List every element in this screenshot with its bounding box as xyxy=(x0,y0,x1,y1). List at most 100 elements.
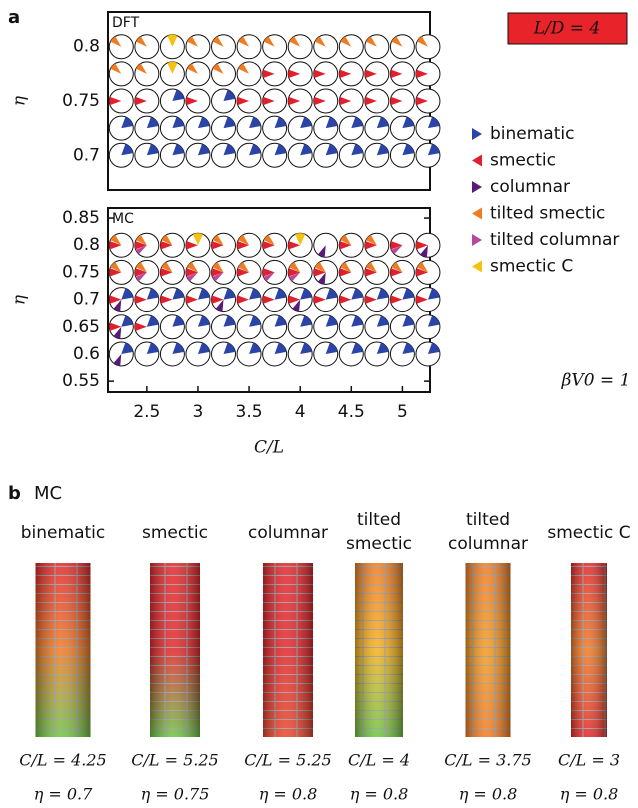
phase-wedge xyxy=(238,36,250,47)
phase-wedge xyxy=(211,241,224,250)
phase-wedge xyxy=(238,262,250,273)
phase-wedge xyxy=(288,241,301,250)
phase-wedge xyxy=(274,342,287,354)
badge: L/D = 4 xyxy=(533,19,601,39)
phase-wedge xyxy=(249,342,261,354)
legend-marker xyxy=(472,234,482,246)
phase-wedge xyxy=(135,272,147,282)
phase-wedge xyxy=(109,241,122,250)
phase-wedge xyxy=(288,96,301,106)
phase-wedge xyxy=(185,241,198,250)
phase-wedge xyxy=(364,241,377,250)
phase-wedge xyxy=(417,262,428,273)
phase-wedge xyxy=(365,262,377,273)
phase-wedge xyxy=(417,36,428,47)
y-tick-label: 0.7 xyxy=(73,290,100,310)
y-tick-label: 0.65 xyxy=(62,317,100,337)
phase-wedge xyxy=(185,96,198,106)
panel-label: b xyxy=(8,483,21,504)
legend-label: tilted columnar xyxy=(490,230,619,250)
legend-label: smectic xyxy=(490,151,556,171)
phase-wedge xyxy=(211,295,224,304)
phase-wedge xyxy=(427,116,440,129)
phase-wedge xyxy=(237,268,250,277)
badge-box xyxy=(507,12,628,45)
phase-wedge xyxy=(274,315,287,327)
phase-wedge xyxy=(211,268,224,277)
legend-marker xyxy=(472,181,482,193)
phase-wedge xyxy=(288,295,301,304)
phase-wedge xyxy=(313,268,326,277)
x-tick-label: 5 xyxy=(397,402,408,422)
cylinder-shade xyxy=(35,563,91,737)
ratio-label: C/L = 3.75 xyxy=(444,751,531,770)
phase-wedge xyxy=(237,295,250,304)
phase-wedge xyxy=(351,116,364,129)
phase-wedge xyxy=(364,69,377,78)
ratio-label: C/L = 3 xyxy=(558,751,620,770)
phase-wedge xyxy=(351,288,364,300)
phase-wedge xyxy=(427,315,440,327)
y-tick-label: 0.7 xyxy=(73,145,100,165)
phase-wedge xyxy=(339,268,352,277)
phase-wedge xyxy=(113,299,122,312)
phase-wedge xyxy=(390,268,403,277)
x-tick-label: 4.5 xyxy=(338,402,365,422)
phase-wedge xyxy=(295,233,306,246)
phase-wedge xyxy=(134,96,147,106)
phase-wedge xyxy=(135,245,147,255)
eta-label: η = 0.8 xyxy=(259,785,318,804)
legend-marker xyxy=(472,154,482,167)
phase-wedge xyxy=(420,245,428,258)
x-tick-label: 4 xyxy=(295,402,306,422)
x-tick-label: 3.5 xyxy=(236,402,263,422)
phase-wedge xyxy=(314,262,326,273)
phase-wedge xyxy=(161,262,173,273)
phase-title: smectic xyxy=(142,523,208,543)
phase-wedge xyxy=(135,63,147,74)
phase-wedge xyxy=(172,315,185,327)
phase-wedge xyxy=(263,234,275,246)
ratio-label: C/L = 4 xyxy=(348,751,410,770)
x-tick-label: 2.5 xyxy=(133,402,160,422)
phase-wedge xyxy=(313,96,326,106)
phase-wedge xyxy=(300,116,312,129)
y-axis-label: η xyxy=(10,95,30,106)
phase-wedge xyxy=(134,322,147,331)
cylinder-shade xyxy=(150,563,200,737)
phase-wedge xyxy=(390,241,403,250)
phase-wedge xyxy=(134,241,147,250)
phase-wedge xyxy=(376,116,389,129)
phase-wedge xyxy=(351,315,364,327)
cylinder-shade xyxy=(263,563,313,737)
legend-marker xyxy=(472,260,482,273)
phase-wedge xyxy=(376,143,389,156)
phase-wedge xyxy=(314,36,326,47)
legend-label: columnar xyxy=(490,177,570,197)
phase-wedge xyxy=(351,143,364,156)
phase-wedge xyxy=(288,268,301,277)
phase-wedge xyxy=(288,69,301,78)
ratio-label: C/L = 5.25 xyxy=(131,751,218,770)
phase-title: smectic C xyxy=(547,523,630,543)
phase-wedge xyxy=(325,342,338,354)
phase-wedge xyxy=(109,96,122,106)
phase-wedge xyxy=(197,315,210,327)
ratio-label: C/L = 5.25 xyxy=(244,751,331,770)
phase-wedge xyxy=(263,36,275,47)
phase-wedge xyxy=(364,96,377,106)
phase-wedge xyxy=(223,342,236,354)
legend-label: binematic xyxy=(490,124,574,144)
phase-wedge xyxy=(402,315,415,327)
phase-wedge xyxy=(167,61,178,74)
phase-wedge xyxy=(390,96,403,106)
phase-wedge xyxy=(212,234,224,246)
phase-title: binematic xyxy=(21,523,105,543)
phase-wedge xyxy=(415,69,428,78)
eta-label: η = 0.7 xyxy=(34,785,93,804)
phase-wedge xyxy=(262,69,275,78)
phase-wedge xyxy=(167,34,178,47)
phase-wedge xyxy=(135,36,147,47)
eta-label: η = 0.8 xyxy=(350,785,409,804)
